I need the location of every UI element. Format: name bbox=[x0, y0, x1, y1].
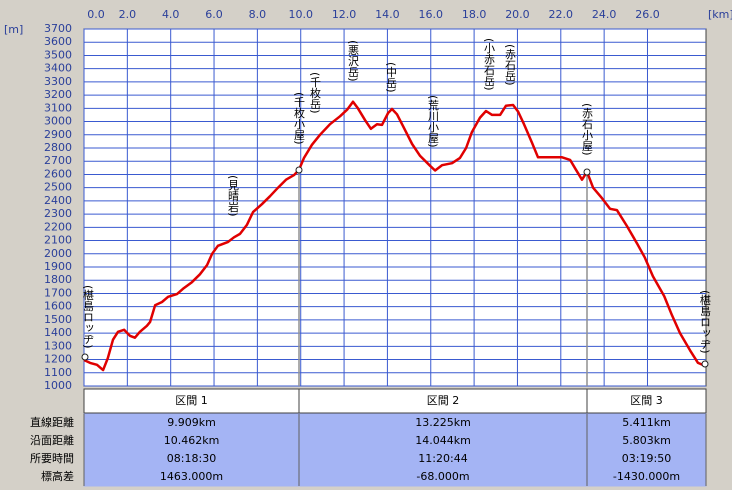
row-label: 所要時間 bbox=[30, 452, 74, 465]
x-tick-label: 12.0 bbox=[332, 8, 357, 21]
row-label: 直線距離 bbox=[30, 415, 74, 429]
annotation: (椹島ロッヂ) bbox=[82, 285, 95, 349]
annotation: (千枚岳) bbox=[309, 72, 322, 114]
x-unit: [km] bbox=[708, 8, 732, 21]
y-tick-label: 1500 bbox=[44, 313, 72, 326]
y-tick-label: 2500 bbox=[44, 181, 72, 194]
x-tick-label: 14.0 bbox=[375, 8, 400, 21]
y-tick-label: 2700 bbox=[44, 154, 72, 167]
y-unit: [m] bbox=[4, 23, 23, 36]
summary-table: 区間 1 区間 2 区間 3 直線距離 9.909km 13.225km 5.411km 沿面… bbox=[30, 388, 707, 487]
annotations: (椹島ロッヂ) (見晴岩) (千枚小屋) (千枚岳) (悪沢岳) (中岳) (荒… bbox=[82, 38, 712, 354]
y-tick-label: 1400 bbox=[44, 326, 72, 339]
marker bbox=[295, 166, 303, 174]
x-tick-label: 24.0 bbox=[592, 8, 617, 21]
y-tick-label: 1700 bbox=[44, 286, 72, 299]
y-tick-label: 3500 bbox=[44, 48, 72, 61]
cell-value: 9.909km bbox=[167, 416, 216, 429]
x-tick-label: 26.0 bbox=[635, 8, 660, 21]
y-tick-label: 3700 bbox=[44, 22, 72, 35]
y-tick-label: 2900 bbox=[44, 128, 72, 141]
y-tick-label: 3000 bbox=[44, 115, 72, 128]
y-tick-label: 1100 bbox=[44, 366, 72, 379]
elevation-line bbox=[83, 100, 707, 372]
y-tick-label: 2400 bbox=[44, 194, 72, 207]
x-tick-label: 20.0 bbox=[505, 8, 530, 21]
y-tick-label: 2300 bbox=[44, 207, 72, 220]
annotation: (千枚小屋) bbox=[293, 92, 306, 145]
header-cell bbox=[83, 388, 300, 414]
y-tick-label: 1200 bbox=[44, 353, 72, 366]
annotation: (見晴岩) bbox=[227, 175, 240, 217]
marker bbox=[701, 360, 709, 368]
annotation: (椹島ロッヂ) bbox=[699, 290, 712, 354]
x-tick-label: 16.0 bbox=[419, 8, 444, 21]
y-tick-label: 3400 bbox=[44, 62, 72, 75]
annotation: (赤石小屋) bbox=[581, 103, 594, 156]
row-label: 沿面距離 bbox=[30, 433, 74, 447]
y-tick-label: 1000 bbox=[44, 379, 72, 392]
landmark-markers bbox=[81, 166, 709, 368]
x-tick-label: 0.0 bbox=[87, 8, 105, 21]
annotation: (小赤石岳) bbox=[483, 38, 496, 91]
cell-value: -1430.000m bbox=[613, 470, 680, 483]
y-tick-label: 3200 bbox=[44, 88, 72, 101]
marker bbox=[583, 168, 591, 176]
x-tick-label: 6.0 bbox=[205, 8, 223, 21]
y-tick-label: 3300 bbox=[44, 75, 72, 88]
annotation: (赤石岳) bbox=[504, 44, 517, 86]
header-cell bbox=[586, 388, 707, 414]
plot-area bbox=[83, 28, 707, 387]
cell-value: 13.225km bbox=[415, 416, 471, 429]
annotation: (中岳) bbox=[385, 62, 398, 93]
x-tick-label: 2.0 bbox=[119, 8, 137, 21]
cell-value: 1463.000m bbox=[160, 470, 223, 483]
y-tick-label: 1300 bbox=[44, 339, 72, 352]
x-tick-label: 4.0 bbox=[162, 8, 180, 21]
cell-value: 14.044km bbox=[415, 434, 471, 447]
cell-value: 08:18:30 bbox=[167, 452, 216, 465]
cell-value: -68.000m bbox=[416, 470, 469, 483]
annotation: (悪沢岳) bbox=[347, 40, 360, 82]
y-tick-label: 2800 bbox=[44, 141, 72, 154]
column-header: 区間 2 bbox=[427, 394, 460, 407]
annotation: (荒川小屋) bbox=[427, 95, 440, 148]
y-tick-label: 3100 bbox=[44, 101, 72, 114]
y-tick-label: 2000 bbox=[44, 247, 72, 260]
x-tick-label: 10.0 bbox=[288, 8, 313, 21]
row-label: 標高差 bbox=[41, 469, 74, 483]
cell-value: 11:20:44 bbox=[418, 452, 467, 465]
marker bbox=[81, 353, 89, 361]
y-tick-label: 2100 bbox=[44, 234, 72, 247]
cell-value: 03:19:50 bbox=[622, 452, 671, 465]
column-header: 区間 1 bbox=[175, 394, 208, 407]
y-tick-label: 1900 bbox=[44, 260, 72, 273]
y-tick-label: 2600 bbox=[44, 167, 72, 180]
y-tick-label: 3600 bbox=[44, 35, 72, 48]
column-header: 区間 3 bbox=[630, 394, 663, 407]
x-tick-label: 8.0 bbox=[249, 8, 267, 21]
cell-value: 5.411km bbox=[622, 416, 671, 429]
cell-value: 10.462km bbox=[164, 434, 220, 447]
y-tick-label: 1600 bbox=[44, 300, 72, 313]
grid bbox=[83, 28, 706, 387]
x-tick-label: 22.0 bbox=[549, 8, 574, 21]
x-tick-label: 18.0 bbox=[462, 8, 487, 21]
cell-value: 5.803km bbox=[622, 434, 671, 447]
y-tick-label: 1800 bbox=[44, 273, 72, 286]
y-tick-label: 2200 bbox=[44, 220, 72, 233]
